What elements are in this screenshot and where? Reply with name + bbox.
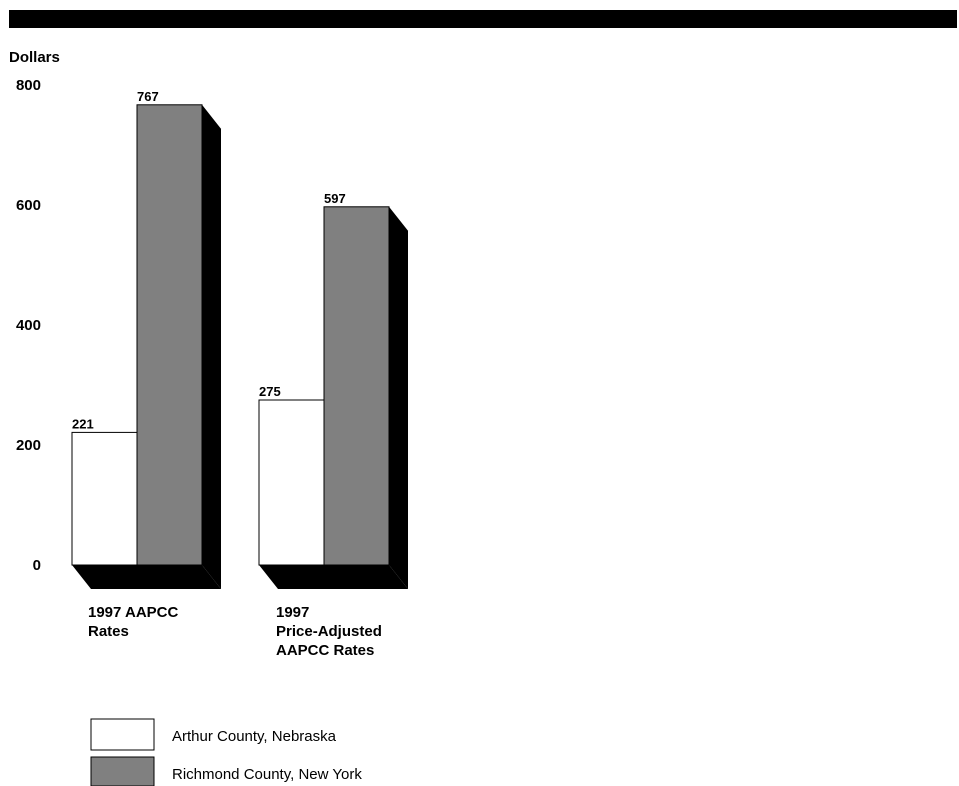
y-tick-label-2: 400 bbox=[16, 317, 41, 334]
bar-side-shadow-0 bbox=[202, 104, 221, 590]
bar-floor-shadow-1 bbox=[259, 565, 408, 589]
bar-floor-shadow-0 bbox=[72, 565, 221, 589]
bar-side-shadow-1 bbox=[389, 206, 408, 590]
bar-0-0 bbox=[71, 431, 138, 566]
legend-swatch-0 bbox=[90, 718, 155, 751]
legend-label-0: Arthur County, Nebraska bbox=[172, 728, 337, 745]
y-tick-label-3: 600 bbox=[16, 197, 41, 214]
data-label-1-0: 275 bbox=[259, 384, 281, 399]
category-labels: 1997 AAPCC Rates 1997 Price-Adjusted AAPCC R… bbox=[88, 604, 382, 659]
bar-1-0 bbox=[258, 399, 325, 566]
category-label-0: 1997 AAPCC Rates bbox=[88, 604, 178, 640]
bars: 221 767 275 597 bbox=[71, 89, 408, 590]
category-label-1: 1997 Price-Adjusted AAPCC Rates bbox=[276, 604, 382, 659]
y-axis-ticks: 0 200 400 600 800 bbox=[16, 77, 41, 574]
y-tick-label-0: 0 bbox=[33, 557, 41, 574]
legend-label-1: Richmond County, New York bbox=[172, 766, 362, 783]
bar-0-1 bbox=[136, 104, 203, 566]
bar-1-1 bbox=[323, 206, 390, 566]
y-tick-label-1: 200 bbox=[16, 437, 41, 454]
legend: Arthur County, Nebraska Richmond County, … bbox=[90, 718, 362, 786]
data-label-1-1: 597 bbox=[324, 191, 346, 206]
data-label-0-1: 767 bbox=[137, 89, 159, 104]
y-tick-label-4: 800 bbox=[16, 77, 41, 94]
top-banner bbox=[9, 10, 957, 28]
y-axis-title: Dollars bbox=[9, 49, 60, 66]
data-label-0-0: 221 bbox=[72, 416, 94, 431]
legend-swatch-1 bbox=[90, 756, 155, 786]
